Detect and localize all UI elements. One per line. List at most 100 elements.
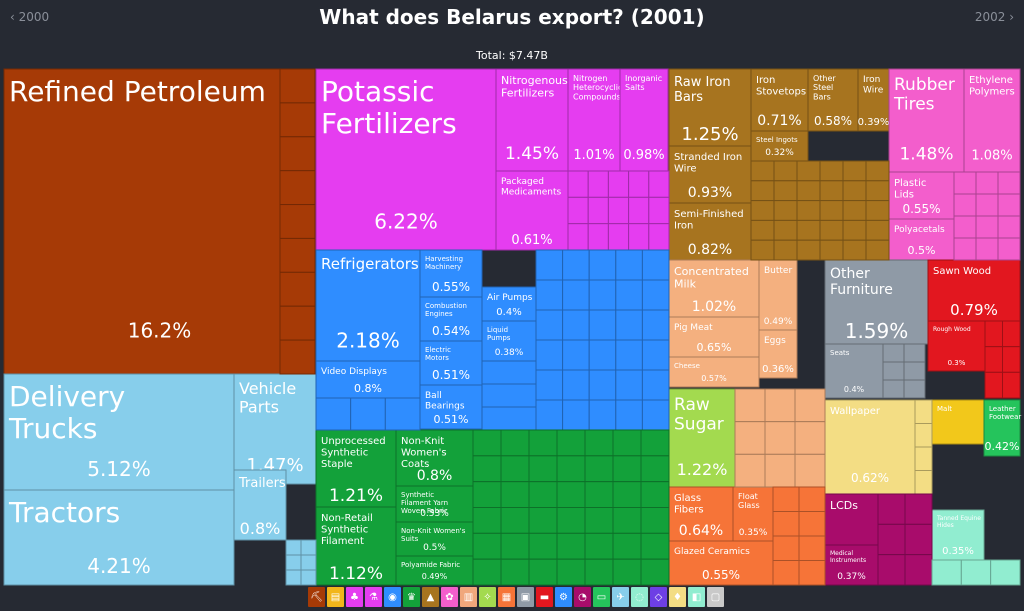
label-inorganic-salts: Inorganic [625,74,662,83]
sub-textiles-tile [556,455,586,483]
sub-machinery-tile [481,360,537,385]
tile-refined-petroleum[interactable] [3,68,316,375]
sub-metals-tile [842,219,867,241]
tile-cheese[interactable] [668,356,760,388]
sub-animal-tile [794,388,826,423]
tile-tanned-equine-hides[interactable] [931,509,985,561]
value-iron-wire: 0.39% [858,117,890,128]
tile-combustion-engines[interactable] [419,296,483,342]
tile-polyamide-fabric[interactable] [395,555,474,586]
tile-potassic-fertilizers[interactable] [315,68,497,251]
tile-semi-finished-iron[interactable] [668,202,752,261]
tile-harvesting-machinery[interactable] [419,249,483,298]
legend-swatch-4[interactable]: ◉ [384,587,401,607]
tile-iron-stovetops[interactable] [750,68,809,132]
tile-wallpaper[interactable] [824,399,916,495]
legend-swatch-5[interactable]: ♛ [403,587,420,607]
label-float-glass: Float [738,492,758,501]
tile-butter[interactable] [758,259,798,331]
tile-leather-footwear[interactable] [983,399,1021,457]
tile-non-knit-women-s-coats[interactable] [395,429,474,487]
sub-metals-tile [819,200,844,221]
tile-iron-wire[interactable] [857,68,890,132]
legend-swatch-19[interactable]: ♦ [669,587,686,607]
tile-inorganic-salts[interactable] [619,68,669,172]
tile-steel-ingots[interactable] [750,130,809,162]
label-iron-wire: Iron [863,75,880,85]
tile-video-displays[interactable] [315,360,421,399]
sub-wood-tile [1002,371,1021,399]
legend-swatch-21[interactable]: ▢ [707,587,724,607]
sub-plastics-tile [975,193,999,217]
sub-textiles-tile [612,558,642,586]
legend-swatch-2[interactable]: ♣ [346,587,363,607]
legend-swatch-0[interactable]: ⛏ [308,587,325,607]
label-non-retail-synthetic-filament-yarn: Filament [321,536,364,547]
legend-swatch-18[interactable]: ◇ [650,587,667,607]
legend-swatch-17[interactable]: ◌ [631,587,648,607]
legend-swatch-13[interactable]: ⚙ [555,587,572,607]
tile-seats[interactable] [824,343,884,399]
value-iron-stovetops: 0.71% [757,113,801,129]
tile-packaged-medicaments[interactable] [495,170,569,251]
value-tanned-equine-hides: 0.35% [942,546,974,557]
label-non-knit-women-s-suits: Non-Knit Women's [401,527,466,535]
tile-non-knit-women-s-suits[interactable] [395,521,474,557]
tile-tractors[interactable] [3,489,235,586]
tile-glazed-ceramics[interactable] [668,540,774,586]
tile-eggs[interactable] [758,329,798,379]
tile-delivery-trucks[interactable] [3,373,235,491]
tile-nitrogen-heterocyclic-compounds[interactable] [567,68,621,172]
label-sawn-wood: Sawn Wood [933,266,991,277]
tile-refrigerators[interactable] [315,249,421,362]
legend-swatch-8[interactable]: ▥ [460,587,477,607]
label-semi-finished-iron: Semi-Finished [674,209,744,220]
tile-nitrogenous-fertilizers[interactable] [495,68,569,172]
sub-textiles-tile [472,481,502,508]
tile-ball-bearings[interactable] [419,384,483,430]
legend-swatch-11[interactable]: ▣ [517,587,534,607]
legend-swatch-14[interactable]: ◔ [574,587,591,607]
sub-textiles-tile [556,558,586,586]
value-nitrogen-heterocyclic-compounds: 1.01% [573,148,614,163]
legend-swatch-9[interactable]: ✧ [479,587,496,607]
value-leather-footwear: 0.42% [985,440,1020,453]
tile-trailers[interactable] [233,469,287,541]
label-inorganic-salts: Salts [625,83,645,92]
tile-raw-iron-bars[interactable] [668,68,752,147]
legend-swatch-6[interactable]: ▲ [422,587,439,607]
legend-swatch-16[interactable]: ✈ [612,587,629,607]
tile-non-retail-synthetic-filament-yarn[interactable] [315,506,397,586]
sub-metals-tile [819,160,844,182]
legend-swatch-3[interactable]: ⚗ [365,587,382,607]
legend-swatch-7[interactable]: ✿ [441,587,458,607]
value-steel-ingots: 0.32% [765,148,794,158]
tile-liquid-pumps[interactable] [481,320,537,362]
tile-electric-motors[interactable] [419,340,483,386]
sub-metals-tile [796,180,821,202]
tile-unprocessed-synthetic-staple-fibers[interactable] [315,429,397,508]
tile-synthetic-filament-yarn-woven-fabric[interactable] [395,485,474,523]
sub-machinery-tile [615,309,643,341]
legend-swatch-15[interactable]: ▭ [593,587,610,607]
tile-glass-fibers[interactable] [668,486,734,542]
tile-raw-sugar[interactable] [668,388,736,488]
tile-air-pumps[interactable] [481,286,537,322]
next-year-link[interactable]: 2002 › [974,10,1014,24]
label-non-knit-women-s-coats: Women's [401,448,447,459]
legend-swatch-10[interactable]: ▦ [498,587,515,607]
legend-swatch-12[interactable]: ▬ [536,587,553,607]
legend-swatch-20[interactable]: ◧ [688,587,705,607]
sub-machinery-tile [588,399,617,431]
tile-other-steel-bars[interactable] [807,68,859,132]
sub-electronics-tile [877,554,906,586]
legend-swatch-1[interactable]: ▤ [327,587,344,607]
tile-rough-wood[interactable] [927,320,986,372]
label-concentrated-milk: Concentrated [674,265,749,278]
tile-medical-instruments[interactable] [824,544,879,586]
sub-metals-tile [773,160,798,182]
sub-machinery-tile [641,339,670,371]
value-plastic-lids: 0.55% [902,202,940,216]
prev-year-link[interactable]: ‹ 2000 [10,10,50,24]
sub-transport-tile [285,554,302,571]
